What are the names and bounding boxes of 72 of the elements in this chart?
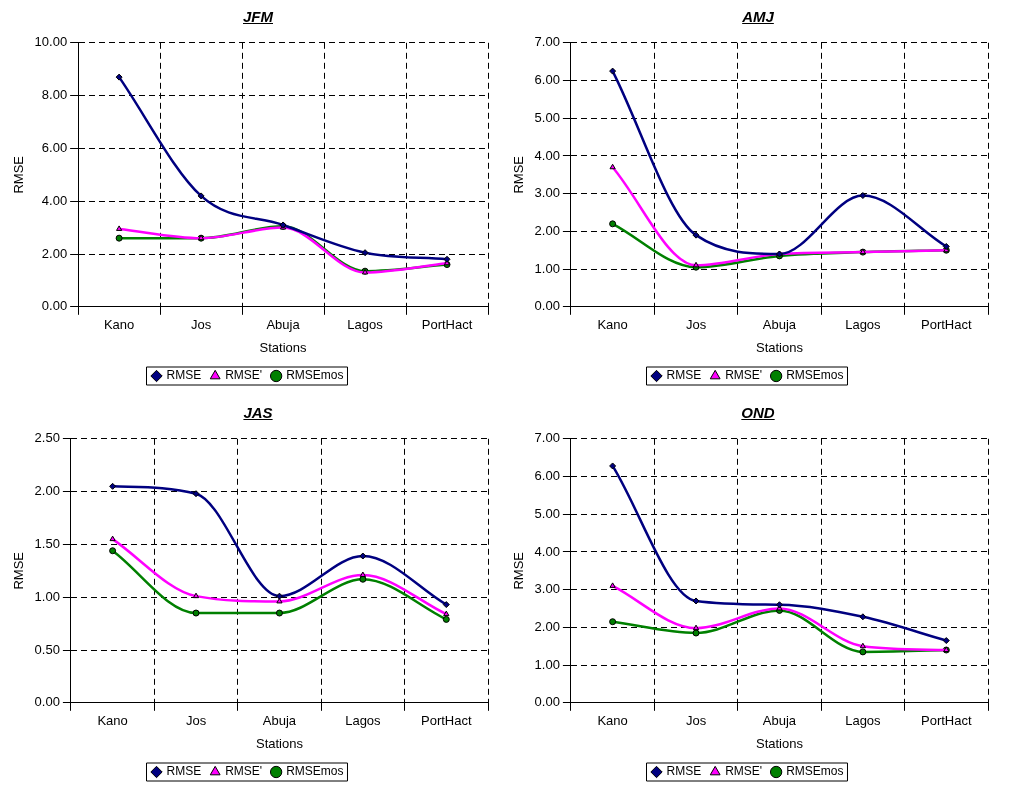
x-tick-label: Lagos <box>345 713 382 729</box>
y-tick-label: 0.50 <box>34 641 60 657</box>
x-tick-label: Abuja <box>762 713 797 729</box>
y-tick-label: 2.00 <box>534 618 560 634</box>
y-tick-label: 0.00 <box>41 298 68 314</box>
x-tick-label: PortHact <box>421 713 472 729</box>
y-axis-title: RMSE <box>511 155 527 194</box>
y-tick-label: 6.00 <box>534 468 560 484</box>
x-tick-label: Jos <box>190 317 212 333</box>
legend-label: RMSEmos <box>286 764 344 779</box>
x-tick-label: PortHact <box>421 317 473 333</box>
x-axis-title: Stations <box>259 339 308 355</box>
legend-label: RMSE <box>166 368 202 383</box>
legend-label: RMSEmos <box>786 764 844 779</box>
x-axis-title: Stations <box>255 735 304 751</box>
y-tick-label: 10.00 <box>34 34 68 50</box>
y-tick-label: 1.50 <box>34 535 60 551</box>
x-tick-label: Abuja <box>762 317 797 333</box>
legend-label: RMSEmos <box>786 368 844 383</box>
y-tick-label: 8.00 <box>41 87 68 103</box>
x-tick-label: Lagos <box>347 317 384 333</box>
x-tick-label: Jos <box>685 713 707 729</box>
y-tick-label: 4.00 <box>41 192 68 208</box>
y-axis-title: RMSE <box>511 551 527 590</box>
y-tick-label: 2.00 <box>34 483 60 499</box>
x-tick-label: Jos <box>685 317 707 333</box>
legend-label: RMSE' <box>225 764 263 779</box>
legend-label: RMSE' <box>725 764 763 779</box>
x-tick-label: Abuja <box>266 317 301 333</box>
y-tick-label: 1.00 <box>534 656 560 672</box>
y-tick-label: 2.00 <box>534 222 560 238</box>
chart-title: JAS <box>242 404 274 423</box>
x-tick-label: Kano <box>97 713 128 729</box>
y-tick-label: 3.00 <box>534 185 560 201</box>
x-tick-label: Lagos <box>845 317 882 333</box>
legend-label: RMSE' <box>225 368 263 383</box>
y-tick-label: 6.00 <box>41 139 68 155</box>
x-axis-title: Stations <box>755 735 804 751</box>
y-tick-label: 1.00 <box>534 260 560 276</box>
y-tick-label: 5.00 <box>534 505 560 521</box>
legend-label: RMSE' <box>725 368 763 383</box>
y-tick-label: 4.00 <box>534 147 560 163</box>
x-tick-label: PortHact <box>921 713 972 729</box>
chart-title: AMJ <box>741 8 775 27</box>
legend-label: RMSE <box>666 368 702 383</box>
x-tick-label: Kano <box>597 713 628 729</box>
y-tick-label: 3.00 <box>534 581 560 597</box>
x-tick-label: Jos <box>185 713 207 729</box>
y-tick-label: 6.00 <box>534 72 560 88</box>
y-tick-label: 7.00 <box>534 430 560 446</box>
chart-title: JFM <box>242 8 275 27</box>
legend-label: RMSE <box>666 764 702 779</box>
y-axis-title: RMSE <box>11 155 27 194</box>
y-tick-label: 5.00 <box>534 109 560 125</box>
x-tick-label: Abuja <box>262 713 297 729</box>
x-tick-label: Kano <box>103 317 135 333</box>
x-tick-label: Kano <box>597 317 628 333</box>
x-tick-label: Lagos <box>845 713 882 729</box>
x-tick-label: PortHact <box>921 317 972 333</box>
y-tick-label: 1.00 <box>34 588 60 604</box>
y-tick-label: 2.00 <box>41 245 68 261</box>
legend-label: RMSE <box>166 764 202 779</box>
y-tick-label: 0.00 <box>534 298 560 314</box>
x-axis-title: Stations <box>755 339 804 355</box>
chart-title: OND <box>740 404 776 423</box>
y-tick-label: 0.00 <box>534 694 560 710</box>
y-tick-label: 7.00 <box>534 34 560 50</box>
y-axis-title: RMSE <box>11 551 27 590</box>
y-tick-label: 0.00 <box>34 694 60 710</box>
y-tick-label: 2.50 <box>34 430 60 446</box>
y-tick-label: 4.00 <box>534 543 560 559</box>
legend-label: RMSEmos <box>286 368 344 383</box>
